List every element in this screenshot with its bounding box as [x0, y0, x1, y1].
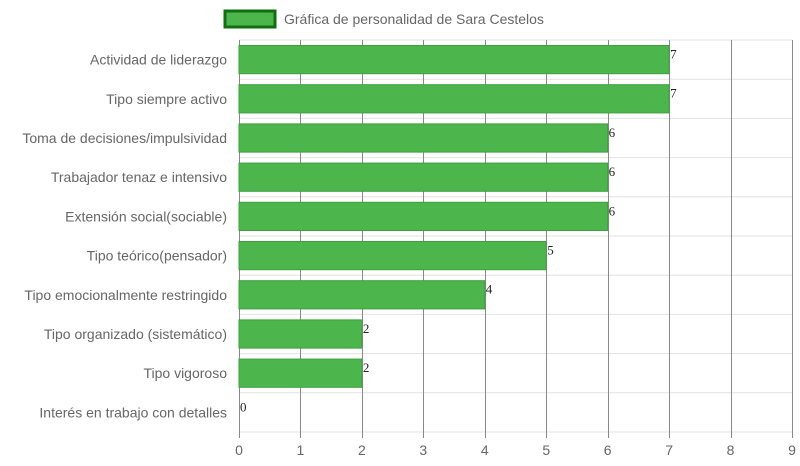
x-tick-label: 2	[358, 442, 366, 458]
data-label: 2	[363, 360, 370, 375]
category-label: Tipo emocionalmente restringido	[24, 287, 227, 303]
bar[interactable]	[238, 280, 486, 310]
category-labels: Actividad de liderazgo Tipo siempre activ…	[22, 52, 227, 421]
data-label: 4	[486, 282, 493, 297]
bars	[238, 44, 670, 388]
data-label: 2	[363, 321, 370, 336]
legend-swatch[interactable]	[223, 9, 277, 29]
bar[interactable]	[238, 162, 609, 192]
x-tick-label: 0	[235, 442, 243, 458]
data-label: 7	[670, 86, 677, 101]
bar[interactable]	[238, 319, 363, 349]
bar[interactable]	[238, 123, 609, 153]
category-label: Tipo teórico(pensador)	[87, 248, 227, 264]
bar[interactable]	[238, 84, 670, 114]
x-tick-label: 7	[665, 442, 673, 458]
category-label: Trabajador tenaz e intensivo	[51, 169, 227, 185]
category-label: Tipo siempre activo	[106, 91, 227, 107]
category-label: Interés en trabajo con detalles	[39, 404, 227, 420]
category-label: Tipo organizado (sistemático)	[44, 326, 227, 342]
x-tick-label: 4	[481, 442, 489, 458]
bar[interactable]	[238, 44, 670, 75]
data-label: 6	[609, 125, 616, 140]
x-tick-label: 1	[297, 442, 305, 458]
x-tick-label: 8	[727, 442, 735, 458]
x-tick-label: 3	[419, 442, 427, 458]
bar[interactable]	[238, 201, 609, 232]
legend-label[interactable]: Gráfica de personalidad de Sara Cestelos	[284, 11, 544, 27]
category-label: Tipo vigoroso	[143, 365, 227, 381]
category-label: Actividad de liderazgo	[90, 52, 227, 68]
data-label: 5	[547, 242, 554, 257]
category-label: Extensión social(sociable)	[65, 208, 227, 224]
x-tick-label: 6	[604, 442, 612, 458]
data-labels: 7 7 6 6 6 5 4 2 2 0	[240, 46, 677, 414]
category-label: Toma de decisiones/impulsividad	[22, 130, 227, 146]
x-tick-label: 5	[542, 442, 550, 458]
data-label: 7	[670, 46, 677, 61]
data-label: 0	[240, 399, 247, 414]
bar[interactable]	[238, 358, 363, 388]
bar[interactable]	[238, 240, 547, 271]
legend[interactable]: Gráfica de personalidad de Sara Cestelos	[223, 9, 544, 29]
data-label: 6	[609, 203, 616, 218]
x-axis-ticks: 0 1 2 3 4 5 6 7 8 9	[235, 442, 796, 458]
data-label: 6	[609, 164, 616, 179]
x-tick-label: 9	[788, 442, 796, 458]
